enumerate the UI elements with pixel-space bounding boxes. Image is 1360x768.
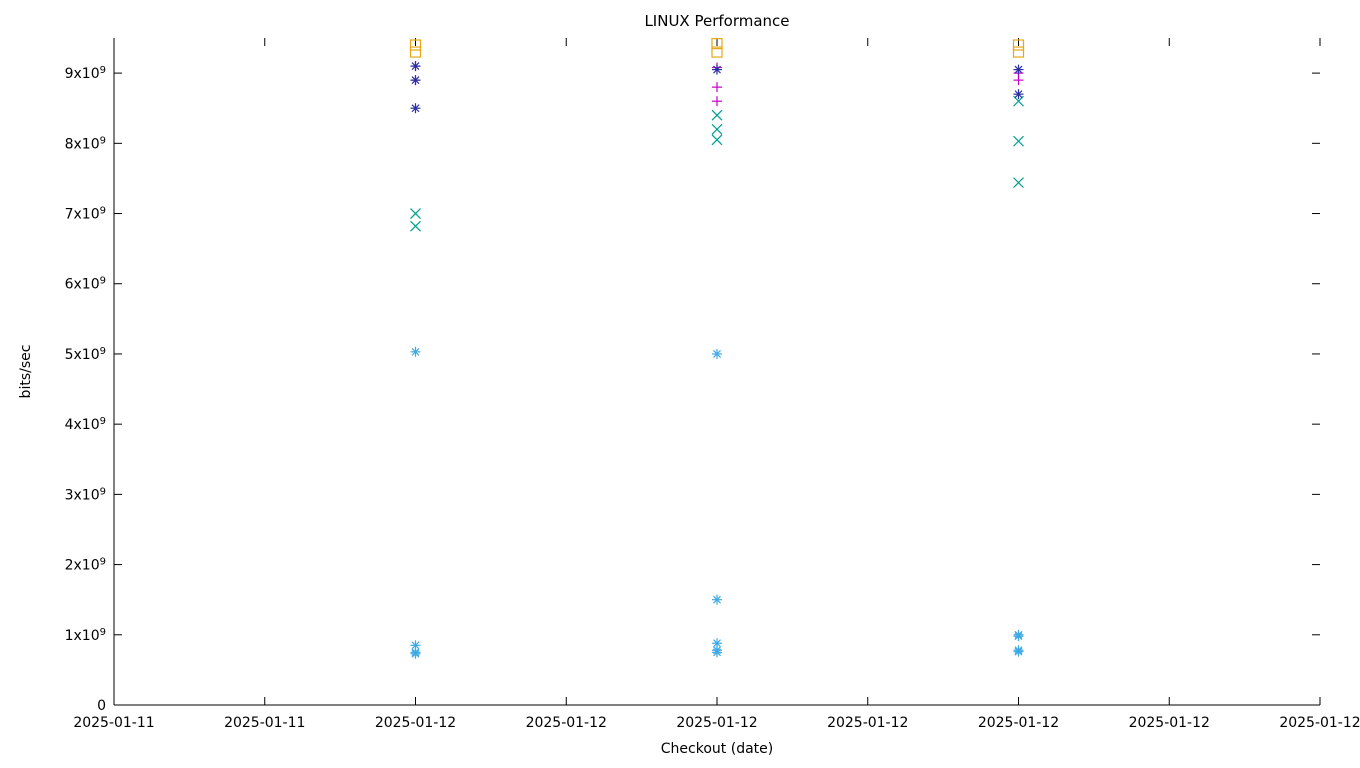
series-series-asterisk-sky: [411, 347, 1024, 659]
x-tick-label: 2025-01-12: [827, 715, 908, 731]
x-tick-label: 2025-01-12: [1279, 715, 1360, 731]
x-tick-label: 2025-01-12: [1129, 715, 1210, 731]
y-tick-label: 1x109: [65, 626, 106, 644]
y-tick-label: 3x109: [65, 486, 106, 504]
x-axis-label: Checkout (date): [661, 741, 773, 757]
y-tick-label: 0: [97, 698, 106, 714]
performance-chart: LINUX Performance 0 1x109 2x109 3x109 4x…: [0, 0, 1360, 768]
y-tick-label: 5x109: [65, 345, 106, 363]
x-tick-label: 2025-01-12: [676, 715, 757, 731]
y-tick-label: 2x109: [65, 556, 106, 574]
y-tick-label: 4x109: [65, 416, 106, 434]
x-tick-label: 2025-01-11: [224, 715, 305, 731]
chart-title: LINUX Performance: [644, 12, 789, 30]
x-tick-label: 2025-01-11: [73, 715, 154, 731]
y-tick-label: 7x109: [65, 205, 106, 223]
x-tick-label: 2025-01-12: [978, 715, 1059, 731]
x-tick-label: 2025-01-12: [526, 715, 607, 731]
y-axis-label: bits/sec: [18, 345, 34, 399]
chart-container: LINUX Performance 0 1x109 2x109 3x109 4x…: [0, 0, 1360, 768]
y-tick-label: 6x109: [65, 275, 106, 293]
x-tick-label: 2025-01-12: [375, 715, 456, 731]
series-series-x-teal: [411, 96, 1024, 231]
y-tick-label: 8x109: [65, 135, 106, 153]
y-tick-label: 9x109: [65, 65, 106, 83]
